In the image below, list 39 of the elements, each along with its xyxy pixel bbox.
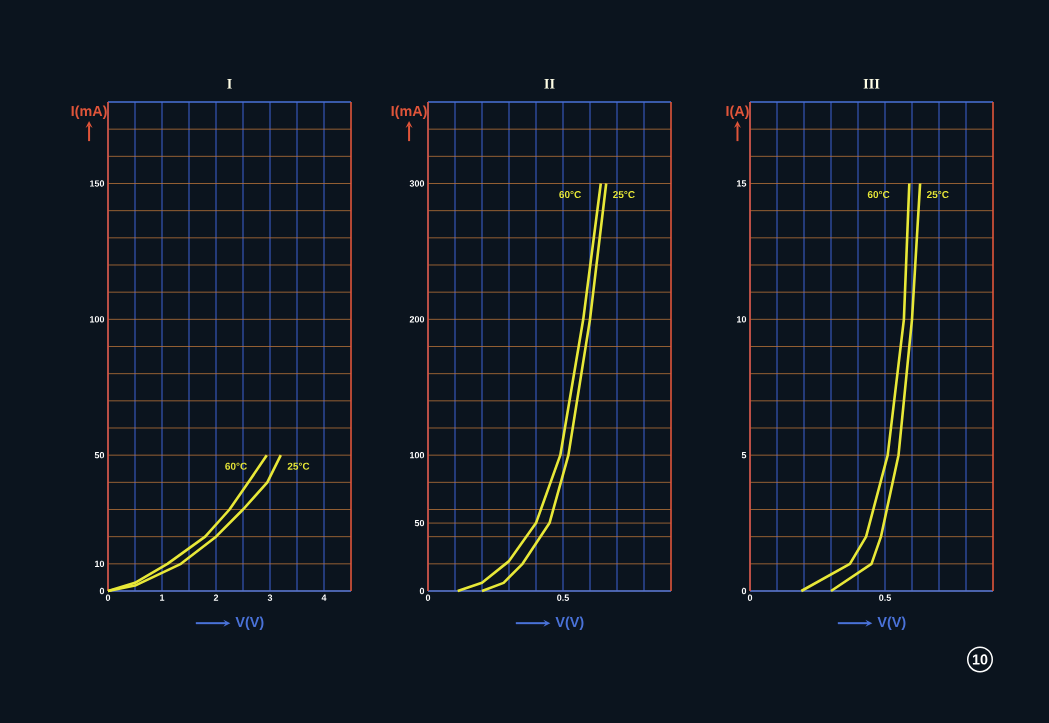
- x-axis-title: V(V): [877, 616, 906, 630]
- y-tick-label: 10: [737, 316, 747, 323]
- chart-title: I: [227, 79, 232, 89]
- x-tick-label: 0: [105, 594, 111, 601]
- x-tick-label: 2: [213, 594, 219, 601]
- series-label: 25°C: [926, 191, 949, 199]
- y-tick-label: 300: [409, 180, 425, 187]
- x-tick-label: 0: [747, 594, 753, 601]
- chart-title: III: [863, 79, 880, 89]
- x-axis-title: V(V): [235, 616, 264, 630]
- y-tick-label: 15: [737, 180, 747, 187]
- y-tick-label: 150: [90, 180, 105, 187]
- x-tick-label: 0.5: [557, 594, 569, 601]
- y-tick-label: 0: [741, 587, 747, 595]
- x-tick-label: 0: [425, 594, 431, 601]
- y-axis-title: I(mA): [71, 105, 107, 119]
- x-axis-title: V(V): [555, 616, 584, 630]
- y-tick-label: 200: [409, 316, 425, 323]
- y-axis-title: I(mA): [391, 105, 427, 119]
- x-tick-label: 1: [160, 594, 165, 601]
- y-tick-label: 50: [414, 519, 425, 527]
- text: 10: [972, 654, 988, 665]
- y-tick-label: 100: [90, 316, 105, 323]
- y-tick-label: 5: [741, 452, 747, 459]
- y-tick-label: 0: [99, 587, 105, 595]
- series-label: 25°C: [613, 191, 635, 199]
- series-label: 60°C: [559, 191, 581, 199]
- x-tick-label: 0.5: [879, 594, 892, 601]
- series-label: 25°C: [287, 462, 310, 470]
- chart-title: II: [544, 79, 555, 89]
- series-label: 60°C: [867, 191, 890, 199]
- y-tick-label: 100: [410, 451, 425, 459]
- series-label: 60°C: [225, 462, 247, 470]
- y-tick-label: 0: [419, 587, 425, 595]
- x-tick-label: 4: [321, 594, 327, 601]
- y-axis-title: I(A): [726, 105, 749, 119]
- y-tick-label: 50: [94, 451, 105, 459]
- x-tick-label: 3: [267, 594, 273, 601]
- y-tick-label: 10: [95, 560, 105, 568]
